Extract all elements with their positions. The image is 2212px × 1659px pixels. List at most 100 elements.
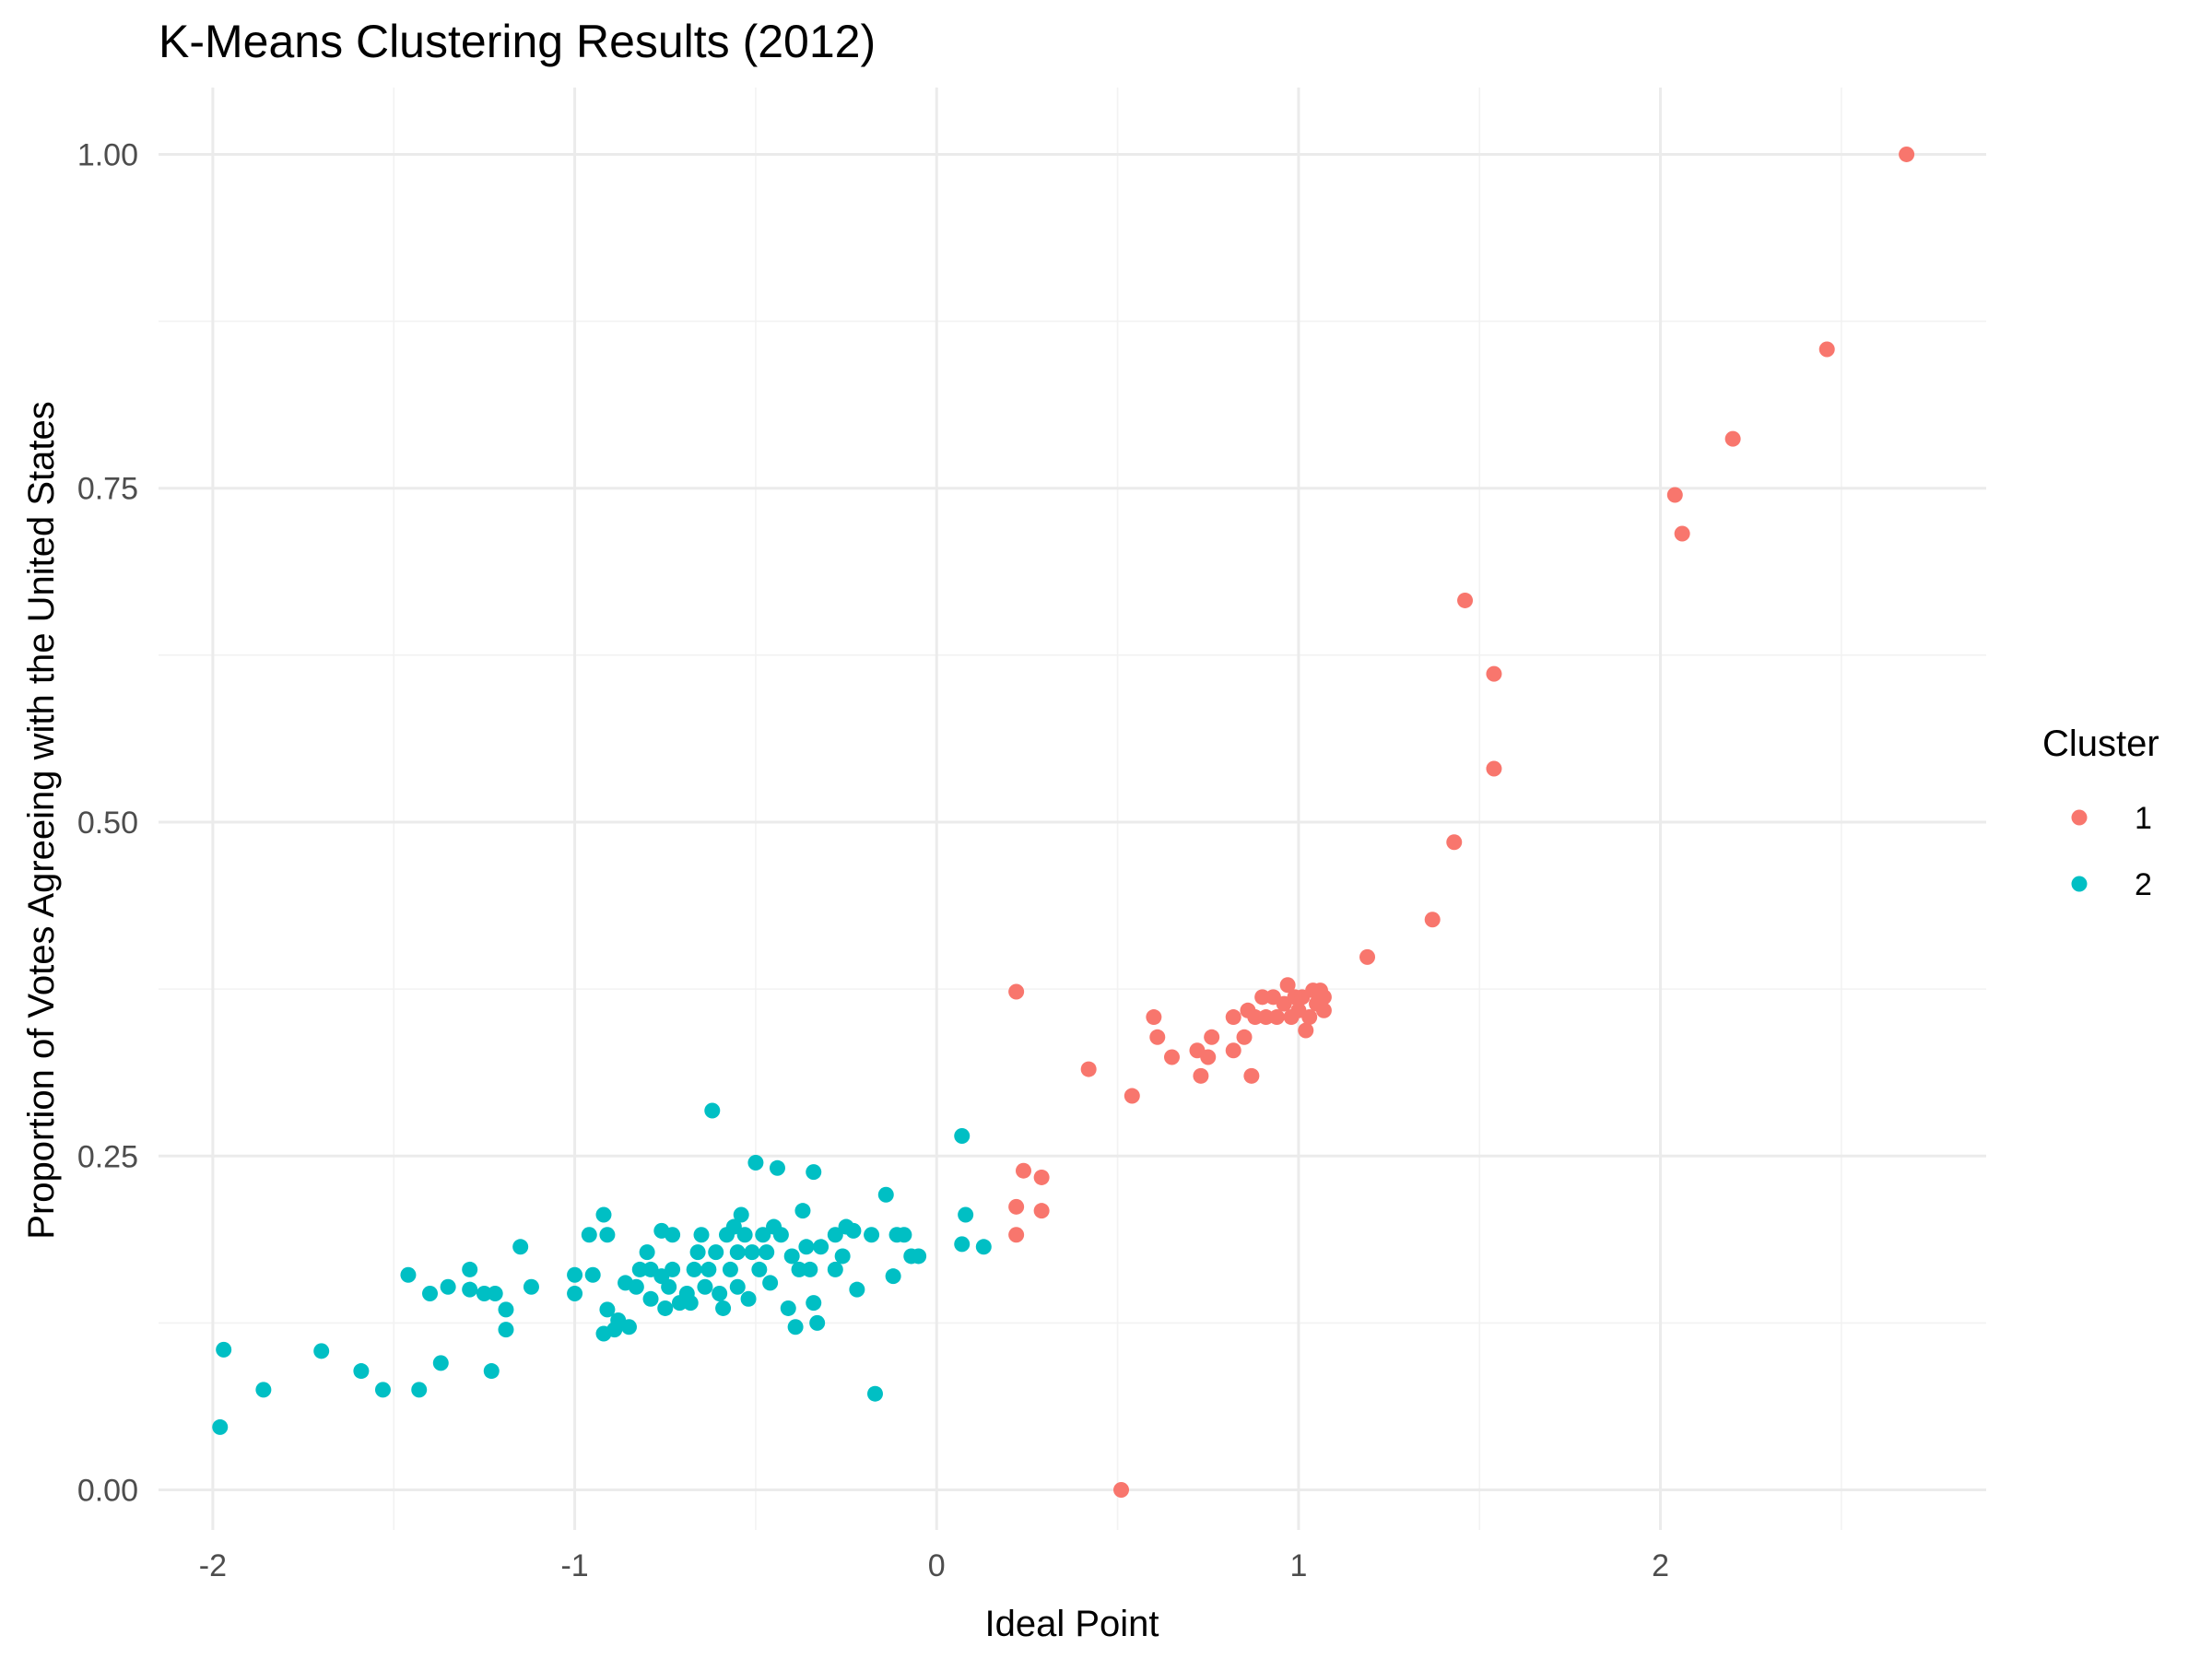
legend-title: Cluster (2042, 724, 2159, 764)
data-point-cluster-2 (772, 1227, 789, 1243)
data-point-cluster-1 (1113, 1482, 1130, 1499)
data-point-cluster-1 (1254, 989, 1271, 1006)
data-point-cluster-2 (849, 1281, 865, 1298)
data-points (212, 146, 1915, 1499)
data-point-cluster-2 (806, 1164, 822, 1181)
data-point-cluster-2 (440, 1278, 456, 1295)
data-point-cluster-2 (759, 1244, 775, 1261)
data-point-cluster-2 (313, 1343, 330, 1359)
data-point-cluster-2 (827, 1227, 843, 1243)
y-tick-label: 0.50 (77, 806, 138, 841)
data-point-cluster-2 (689, 1244, 706, 1261)
data-point-cluster-2 (769, 1159, 785, 1176)
data-point-cluster-1 (1899, 146, 1915, 162)
data-point-cluster-1 (1818, 341, 1835, 358)
data-point-cluster-2 (682, 1295, 699, 1312)
data-point-cluster-1 (1163, 1049, 1180, 1065)
data-point-cluster-1 (1033, 1203, 1050, 1219)
data-point-cluster-2 (693, 1227, 710, 1243)
data-point-cluster-2 (628, 1278, 644, 1295)
x-tick-label: -1 (560, 1548, 588, 1583)
data-point-cluster-1 (1124, 1088, 1140, 1104)
data-point-cluster-2 (523, 1278, 539, 1295)
data-point-cluster-1 (1033, 1169, 1050, 1185)
data-point-cluster-2 (885, 1268, 901, 1285)
data-point-cluster-2 (216, 1341, 232, 1358)
data-point-cluster-2 (751, 1261, 768, 1277)
legend-key-1 (2071, 809, 2088, 826)
data-point-cluster-1 (1008, 1198, 1025, 1215)
data-point-cluster-1 (1298, 1022, 1314, 1039)
x-axis-title: Ideal Point (984, 1604, 1159, 1644)
data-point-cluster-2 (686, 1261, 702, 1277)
data-point-cluster-2 (896, 1227, 912, 1243)
data-point-cluster-2 (708, 1244, 724, 1261)
data-point-cluster-1 (1247, 1009, 1264, 1026)
data-point-cluster-2 (599, 1301, 616, 1318)
data-point-cluster-2 (747, 1155, 764, 1171)
data-point-cluster-2 (864, 1227, 880, 1243)
data-point-cluster-2 (657, 1300, 674, 1316)
data-point-cluster-2 (620, 1319, 637, 1335)
data-point-cluster-2 (700, 1261, 717, 1277)
tick-labels: -2 -1 0 1 2 0.00 0.25 0.50 0.75 1.00 (77, 137, 1669, 1583)
data-point-cluster-1 (1486, 665, 1502, 682)
data-point-cluster-2 (353, 1363, 370, 1380)
data-point-cluster-2 (755, 1227, 771, 1243)
data-point-cluster-2 (712, 1286, 728, 1302)
data-point-cluster-2 (483, 1363, 500, 1380)
legend-label: 1 (2135, 801, 2152, 836)
data-point-cluster-2 (733, 1206, 749, 1223)
data-point-cluster-1 (1146, 1009, 1162, 1026)
data-point-cluster-2 (736, 1227, 753, 1243)
data-point-cluster-2 (212, 1418, 229, 1435)
y-tick-label: 0.75 (77, 472, 138, 507)
legend-items: 12 (2071, 801, 2152, 902)
data-point-cluster-2 (958, 1206, 974, 1223)
data-point-cluster-1 (1315, 989, 1332, 1006)
data-point-cluster-2 (845, 1222, 862, 1239)
data-point-cluster-2 (697, 1278, 713, 1295)
data-point-cluster-2 (498, 1322, 514, 1338)
data-point-cluster-2 (411, 1382, 428, 1398)
data-point-cluster-2 (954, 1236, 971, 1253)
data-point-cluster-1 (1008, 1227, 1025, 1243)
data-point-cluster-2 (599, 1227, 616, 1243)
y-tick-label: 1.00 (77, 137, 138, 172)
data-point-cluster-2 (975, 1239, 992, 1255)
data-point-cluster-2 (567, 1286, 583, 1302)
data-point-cluster-2 (740, 1290, 757, 1307)
x-tick-label: -2 (199, 1548, 227, 1583)
data-point-cluster-2 (834, 1248, 851, 1265)
data-point-cluster-1 (1236, 1029, 1253, 1045)
data-point-cluster-2 (744, 1244, 760, 1261)
data-point-cluster-2 (762, 1275, 779, 1291)
data-point-cluster-2 (661, 1278, 677, 1295)
data-point-cluster-2 (802, 1261, 818, 1277)
data-point-cluster-1 (1080, 1061, 1097, 1077)
data-point-cluster-2 (794, 1203, 811, 1219)
data-point-cluster-2 (729, 1278, 746, 1295)
data-point-cluster-2 (584, 1266, 601, 1283)
data-point-cluster-1 (1258, 1009, 1275, 1026)
data-point-cluster-1 (1225, 1042, 1241, 1059)
data-point-cluster-2 (498, 1301, 514, 1318)
data-point-cluster-2 (813, 1239, 830, 1255)
data-point-cluster-1 (1243, 1067, 1260, 1084)
data-point-cluster-1 (1315, 1002, 1332, 1018)
data-point-cluster-2 (639, 1244, 655, 1261)
data-point-cluster-2 (725, 1218, 742, 1235)
data-point-cluster-1 (1200, 1049, 1217, 1065)
data-point-cluster-2 (462, 1281, 478, 1298)
data-point-cluster-2 (780, 1300, 796, 1316)
data-point-cluster-1 (1279, 977, 1296, 994)
data-point-cluster-1 (1446, 834, 1463, 851)
data-point-cluster-1 (1268, 1009, 1285, 1026)
data-point-cluster-1 (1204, 1029, 1220, 1045)
data-point-cluster-1 (1015, 1162, 1031, 1179)
data-point-cluster-2 (255, 1382, 272, 1398)
data-point-cluster-2 (432, 1355, 449, 1371)
x-tick-label: 0 (928, 1548, 946, 1583)
data-point-cluster-2 (827, 1261, 843, 1277)
